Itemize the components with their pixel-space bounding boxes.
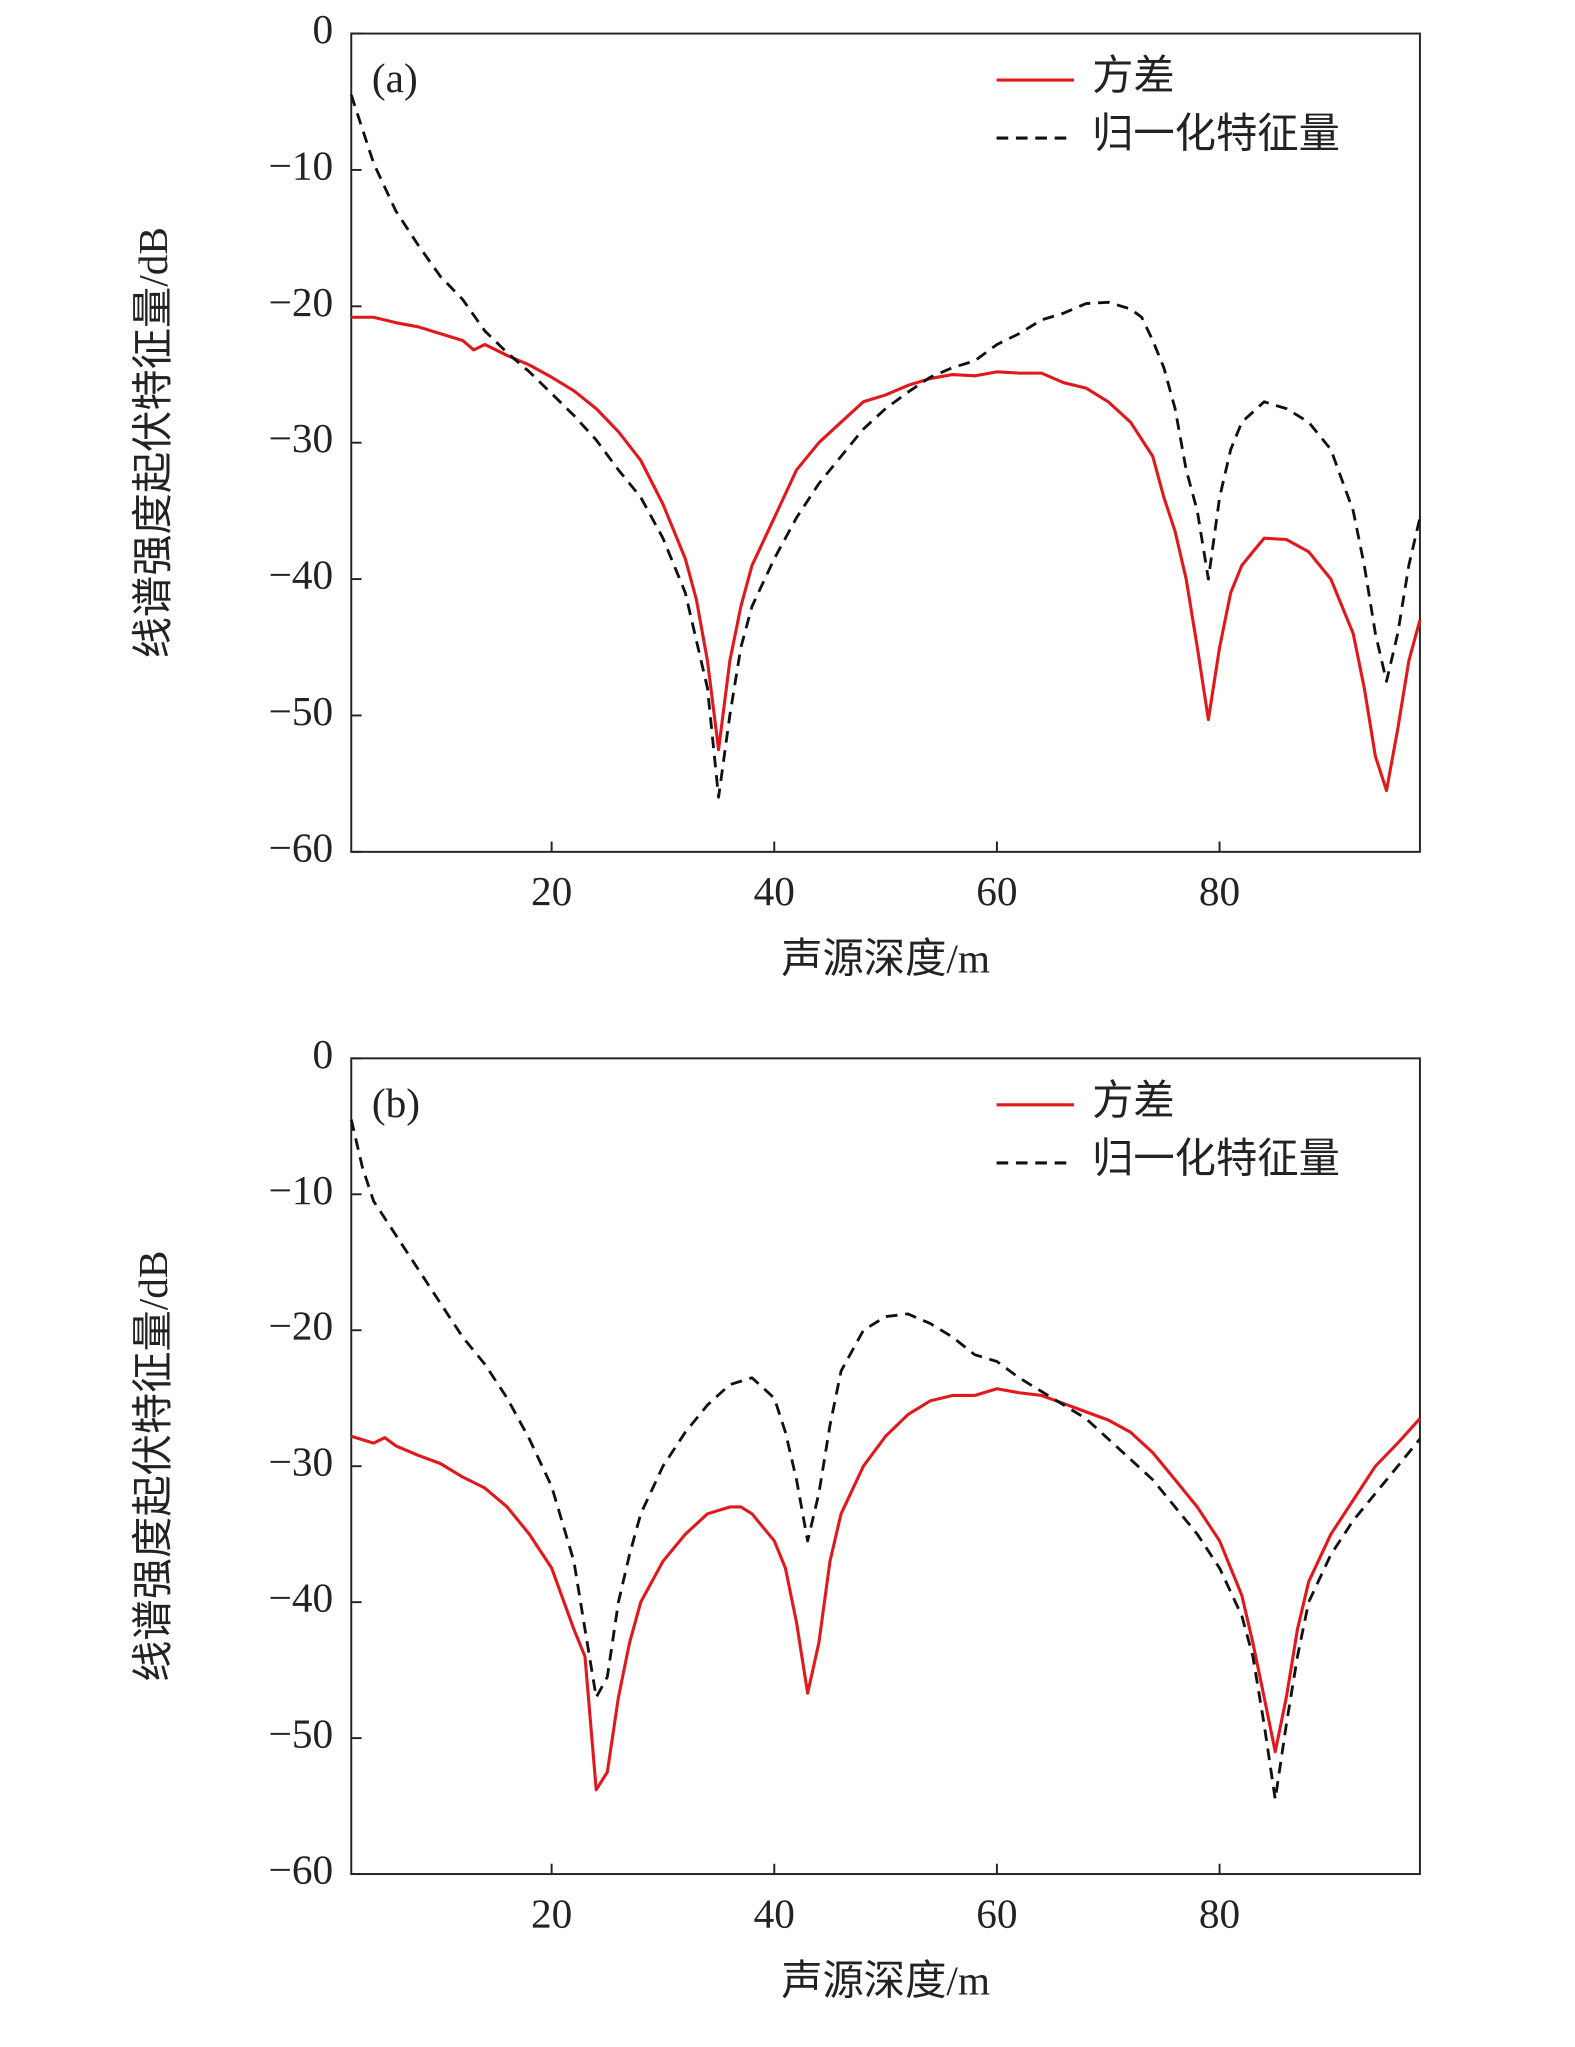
y-tick-label: −20 <box>269 1303 334 1349</box>
legend-label: 归一化特征量 <box>1092 111 1340 157</box>
data-line <box>350 1387 1422 1792</box>
legend-label: 方差 <box>1092 53 1175 99</box>
x-axis-label: 声源深度/m <box>781 935 990 981</box>
data-line <box>351 315 1422 793</box>
data-line <box>349 94 1422 799</box>
x-tick-label: 60 <box>976 1890 1017 1936</box>
x-tick-label: 20 <box>531 868 572 914</box>
y-tick-label: 0 <box>313 6 334 52</box>
x-tick-label: 80 <box>1199 868 1240 914</box>
x-tick-label: 40 <box>754 1890 795 1936</box>
y-tick-label: 0 <box>313 1031 334 1077</box>
x-axis-label: 声源深度/m <box>781 1958 990 2004</box>
y-tick-label: −10 <box>269 1167 334 1213</box>
legend-label: 归一化特征量 <box>1092 1135 1340 1181</box>
x-tick-label: 40 <box>754 868 795 914</box>
panel-label: (b) <box>372 1080 420 1127</box>
y-tick-label: −30 <box>269 415 334 461</box>
panel-label: (a) <box>372 55 418 102</box>
x-tick-label: 20 <box>531 1890 572 1936</box>
y-tick-label: −60 <box>269 824 334 870</box>
y-tick-label: −50 <box>269 1711 334 1757</box>
y-tick-label: −30 <box>269 1439 334 1485</box>
y-axis-label: 线谱强度起伏特征量/dB <box>130 1251 176 1682</box>
legend-label: 方差 <box>1092 1077 1175 1123</box>
y-tick-label: −40 <box>269 552 334 598</box>
y-axis-label: 线谱强度起伏特征量/dB <box>130 227 176 658</box>
data-line <box>349 1119 1422 1801</box>
y-tick-label: −20 <box>269 279 334 325</box>
y-tick-label: −50 <box>269 688 334 734</box>
y-tick-label: −40 <box>269 1575 334 1621</box>
x-tick-label: 80 <box>1199 1890 1240 1936</box>
x-tick-label: 60 <box>976 868 1017 914</box>
y-tick-label: −60 <box>269 1847 334 1893</box>
y-tick-label: −10 <box>269 142 334 188</box>
